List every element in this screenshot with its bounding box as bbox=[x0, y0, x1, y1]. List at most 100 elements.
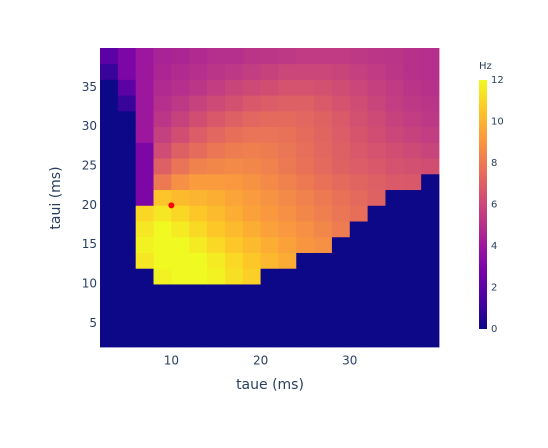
heatmap-cell bbox=[117, 189, 137, 206]
heatmap-cell bbox=[385, 189, 404, 206]
heatmap-cell bbox=[100, 48, 119, 65]
heatmap-cell bbox=[260, 110, 279, 128]
heatmap-cell bbox=[421, 331, 440, 348]
heatmap-cell bbox=[296, 95, 315, 112]
heatmap-cell bbox=[314, 268, 333, 285]
heatmap-cell bbox=[260, 126, 279, 143]
heatmap-cell bbox=[314, 331, 333, 348]
heatmap-cell bbox=[278, 284, 297, 301]
heatmap-cell bbox=[189, 299, 208, 316]
heatmap-cell bbox=[224, 299, 244, 316]
heatmap-cell bbox=[207, 315, 226, 332]
heatmap-cell bbox=[385, 126, 404, 143]
heatmap-cell bbox=[242, 331, 261, 348]
heatmap-cell bbox=[367, 284, 386, 301]
heatmap-cell bbox=[385, 205, 404, 222]
heatmap-cell bbox=[314, 173, 333, 191]
heatmap-cell bbox=[403, 252, 422, 269]
heatmap-cell bbox=[421, 252, 440, 269]
heatmap-cell bbox=[171, 299, 190, 316]
heatmap-cell bbox=[242, 205, 261, 222]
heatmap-cell bbox=[171, 189, 190, 206]
heatmap-cell bbox=[314, 252, 333, 269]
heatmap-cell bbox=[278, 221, 297, 238]
heatmap-cell bbox=[385, 63, 404, 80]
heatmap-cell bbox=[296, 173, 315, 191]
heatmap-cell bbox=[278, 48, 297, 65]
heatmap-cell bbox=[117, 79, 137, 96]
heatmap-cell bbox=[171, 79, 190, 96]
heatmap-cell bbox=[171, 331, 190, 348]
heatmap-cell bbox=[153, 173, 172, 191]
heatmap-cell bbox=[189, 315, 208, 332]
heatmap-cell bbox=[117, 142, 137, 159]
heatmap-cell bbox=[296, 236, 315, 253]
heatmap-cell bbox=[421, 268, 440, 285]
heatmap-cell bbox=[100, 284, 119, 301]
heatmap-cell bbox=[260, 63, 279, 80]
heatmap-cell bbox=[331, 158, 351, 175]
heatmap-cell bbox=[403, 63, 422, 80]
heatmap-cell bbox=[385, 299, 404, 316]
heatmap-cell bbox=[278, 142, 297, 159]
heatmap-cell bbox=[135, 331, 154, 348]
heatmap-cell bbox=[189, 95, 208, 112]
heatmap-cell bbox=[242, 268, 261, 285]
heatmap-cell bbox=[260, 95, 279, 112]
heatmap-cell bbox=[117, 268, 137, 285]
heatmap-cell bbox=[135, 63, 154, 80]
heatmap-cell bbox=[242, 284, 261, 301]
heatmap-cell bbox=[135, 236, 154, 253]
heatmap-cell bbox=[296, 79, 315, 96]
heatmap-cell bbox=[117, 221, 137, 238]
heatmap-cell bbox=[278, 158, 297, 175]
heatmap-cell bbox=[153, 110, 172, 128]
heatmap-cell bbox=[421, 173, 440, 191]
heatmap-cell bbox=[135, 126, 154, 143]
heatmap-cell bbox=[153, 331, 172, 348]
heatmap-cell bbox=[260, 189, 279, 206]
heatmap-cell bbox=[153, 95, 172, 112]
heatmap-cell bbox=[403, 110, 422, 128]
heatmap-cell bbox=[331, 48, 351, 65]
heatmap-cell bbox=[367, 331, 386, 348]
heatmap-cell bbox=[367, 299, 386, 316]
heatmap-cell bbox=[421, 126, 440, 143]
heatmap-cell bbox=[189, 189, 208, 206]
heatmap-cell bbox=[314, 110, 333, 128]
heatmap-cell bbox=[224, 126, 244, 143]
heatmap-cell bbox=[171, 158, 190, 175]
heatmap-cell bbox=[367, 48, 386, 65]
heatmap-cell bbox=[331, 126, 351, 143]
heatmap-cell bbox=[153, 126, 172, 143]
heatmap-cell bbox=[421, 205, 440, 222]
heatmap-cell bbox=[260, 315, 279, 332]
y-tick-label: 10 bbox=[82, 277, 97, 291]
heatmap-cell bbox=[117, 173, 137, 191]
heatmap-cell bbox=[367, 110, 386, 128]
heatmap-cell bbox=[207, 189, 226, 206]
heatmap-cell bbox=[100, 268, 119, 285]
heatmap-cell bbox=[207, 236, 226, 253]
heatmap-cell bbox=[100, 142, 119, 159]
heatmap-cell bbox=[189, 236, 208, 253]
heatmap-cell bbox=[349, 315, 369, 332]
heatmap-cell bbox=[135, 252, 154, 269]
heatmap-cell bbox=[421, 315, 440, 332]
heatmap-cell bbox=[171, 205, 190, 222]
heatmap-cell bbox=[100, 173, 119, 191]
heatmap-cell bbox=[171, 173, 190, 191]
heatmap-cell bbox=[135, 284, 154, 301]
heatmap-cell bbox=[207, 299, 226, 316]
heatmap-cell bbox=[367, 158, 386, 175]
heatmap-cell bbox=[385, 331, 404, 348]
heatmap-cell bbox=[278, 95, 297, 112]
heatmap-cell bbox=[421, 95, 440, 112]
heatmap-cell bbox=[207, 252, 226, 269]
colorbar bbox=[479, 80, 487, 329]
heatmap-cell bbox=[349, 268, 369, 285]
colorbar-title: Hz bbox=[479, 61, 492, 72]
heatmap-cell bbox=[367, 315, 386, 332]
heatmap-cell bbox=[331, 331, 351, 348]
heatmap-cell bbox=[367, 205, 386, 222]
